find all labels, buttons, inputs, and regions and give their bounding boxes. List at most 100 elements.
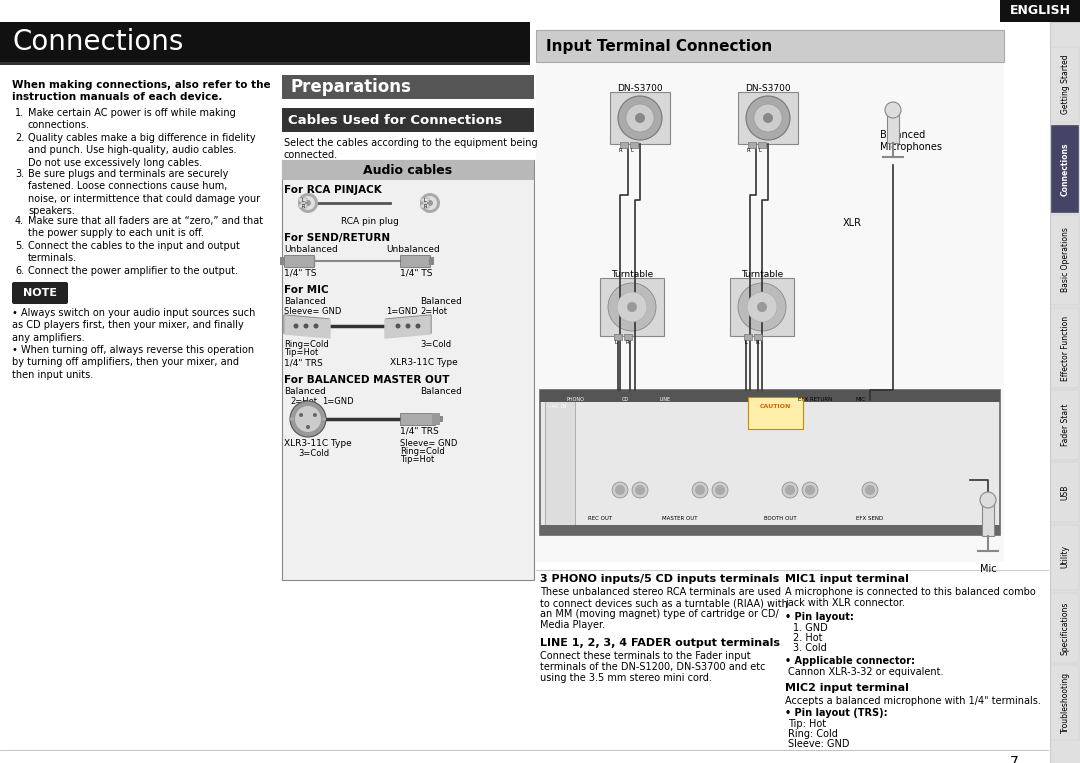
Text: Tip: Hot: Tip: Hot xyxy=(788,719,826,729)
FancyBboxPatch shape xyxy=(12,282,68,304)
Text: R: R xyxy=(618,148,622,153)
Text: 5.: 5. xyxy=(15,241,24,251)
Bar xyxy=(748,397,804,429)
Bar xyxy=(400,255,430,267)
Bar xyxy=(1000,0,1080,22)
Text: These unbalanced stereo RCA terminals are used: These unbalanced stereo RCA terminals ar… xyxy=(540,587,781,597)
Text: • Applicable connector:: • Applicable connector: xyxy=(785,656,915,666)
Text: 4.: 4. xyxy=(15,216,24,226)
Text: NOTE: NOTE xyxy=(23,288,57,298)
Text: L: L xyxy=(615,340,618,345)
Bar xyxy=(1051,462,1079,522)
Circle shape xyxy=(754,104,782,132)
Text: MIC: MIC xyxy=(855,397,865,402)
Circle shape xyxy=(746,96,789,140)
Text: R: R xyxy=(755,340,759,345)
Text: Balanced: Balanced xyxy=(284,387,326,396)
Bar xyxy=(1051,665,1079,740)
Bar xyxy=(754,334,762,340)
Text: USB: USB xyxy=(1061,485,1069,500)
Text: Sleeve= GND: Sleeve= GND xyxy=(400,439,457,448)
Text: 2.: 2. xyxy=(15,133,24,143)
Circle shape xyxy=(291,417,294,421)
Text: Tip=Hot: Tip=Hot xyxy=(284,348,319,357)
Text: Ring=Cold: Ring=Cold xyxy=(284,340,328,349)
Text: Tip=Hot: Tip=Hot xyxy=(400,455,434,464)
Text: L: L xyxy=(744,340,747,345)
Text: Connections: Connections xyxy=(12,28,184,56)
Circle shape xyxy=(294,324,298,329)
Text: Input Terminal Connection: Input Terminal Connection xyxy=(546,38,772,53)
Bar xyxy=(730,278,794,336)
Bar xyxy=(440,416,443,422)
Circle shape xyxy=(295,406,321,432)
Text: 3. Cold: 3. Cold xyxy=(793,643,827,653)
Circle shape xyxy=(306,425,310,429)
Text: Connect these terminals to the Fader input: Connect these terminals to the Fader inp… xyxy=(540,651,751,661)
Bar xyxy=(282,108,534,132)
Text: Connect the power amplifier to the output.: Connect the power amplifier to the outpu… xyxy=(28,266,238,276)
Circle shape xyxy=(427,200,433,206)
Text: 1/4" TRS: 1/4" TRS xyxy=(400,427,438,436)
Bar xyxy=(615,334,622,340)
Bar xyxy=(299,198,307,202)
Bar xyxy=(540,525,1000,535)
Bar xyxy=(14,284,66,302)
Text: 3=Cold: 3=Cold xyxy=(298,449,329,458)
Text: When making connections, also refer to the
instruction manuals of each device.: When making connections, also refer to t… xyxy=(12,80,271,102)
Bar xyxy=(624,334,632,340)
Text: PHONO: PHONO xyxy=(566,397,584,402)
Circle shape xyxy=(635,485,645,495)
Text: Make sure that all faders are at “zero,” and that
the power supply to each unit : Make sure that all faders are at “zero,”… xyxy=(28,216,264,238)
Text: 3=Cold: 3=Cold xyxy=(420,340,451,349)
Bar xyxy=(536,62,1004,562)
Circle shape xyxy=(313,324,319,329)
Text: Unbalanced: Unbalanced xyxy=(284,245,338,254)
Bar xyxy=(432,413,440,425)
Circle shape xyxy=(416,324,420,329)
Text: Mic: Mic xyxy=(980,564,997,574)
Text: 2=Hot: 2=Hot xyxy=(291,397,318,406)
Text: A microphone is connected to this balanced combo: A microphone is connected to this balanc… xyxy=(785,587,1036,597)
Polygon shape xyxy=(384,316,430,338)
Circle shape xyxy=(696,485,705,495)
Bar xyxy=(282,160,534,180)
Circle shape xyxy=(298,193,318,213)
Text: CD: CD xyxy=(621,397,629,402)
Circle shape xyxy=(423,196,437,210)
Text: For RCA PINJACK: For RCA PINJACK xyxy=(284,185,381,195)
Text: XLR3-11C Type: XLR3-11C Type xyxy=(284,439,352,448)
Bar xyxy=(545,395,575,525)
Text: DN-S3700: DN-S3700 xyxy=(745,84,791,93)
Text: MIC2 input terminal: MIC2 input terminal xyxy=(785,683,909,693)
Text: For SEND/RETURN: For SEND/RETURN xyxy=(284,233,390,243)
Text: Cables Used for Connections: Cables Used for Connections xyxy=(288,114,502,127)
Circle shape xyxy=(626,104,654,132)
Text: Specifications: Specifications xyxy=(1061,601,1069,655)
Circle shape xyxy=(802,482,818,498)
Circle shape xyxy=(738,283,786,331)
Bar xyxy=(610,92,670,144)
Text: connected.: connected. xyxy=(284,150,338,160)
Text: 3.: 3. xyxy=(15,169,24,179)
Circle shape xyxy=(757,302,767,312)
Text: jack with XLR connector.: jack with XLR connector. xyxy=(785,598,905,608)
Text: DN-S3700: DN-S3700 xyxy=(617,84,663,93)
Circle shape xyxy=(632,482,648,498)
Text: L: L xyxy=(758,148,761,153)
Text: Turntable: Turntable xyxy=(611,270,653,279)
Bar xyxy=(0,22,530,62)
Circle shape xyxy=(762,113,773,123)
Text: MIC1 input terminal: MIC1 input terminal xyxy=(785,574,909,584)
Text: Ring=Cold: Ring=Cold xyxy=(400,447,445,456)
Text: Balanced: Balanced xyxy=(420,387,462,396)
Bar xyxy=(538,32,1002,60)
Text: Turntable: Turntable xyxy=(741,270,783,279)
Text: XLR3-11C Type: XLR3-11C Type xyxy=(390,358,458,367)
Text: 1=GND: 1=GND xyxy=(386,307,418,316)
Bar xyxy=(744,334,752,340)
Circle shape xyxy=(313,413,316,417)
Bar xyxy=(536,30,1004,62)
Text: Connect the cables to the input and output
terminals.: Connect the cables to the input and outp… xyxy=(28,241,240,263)
Text: ENGLISH: ENGLISH xyxy=(1010,5,1070,18)
